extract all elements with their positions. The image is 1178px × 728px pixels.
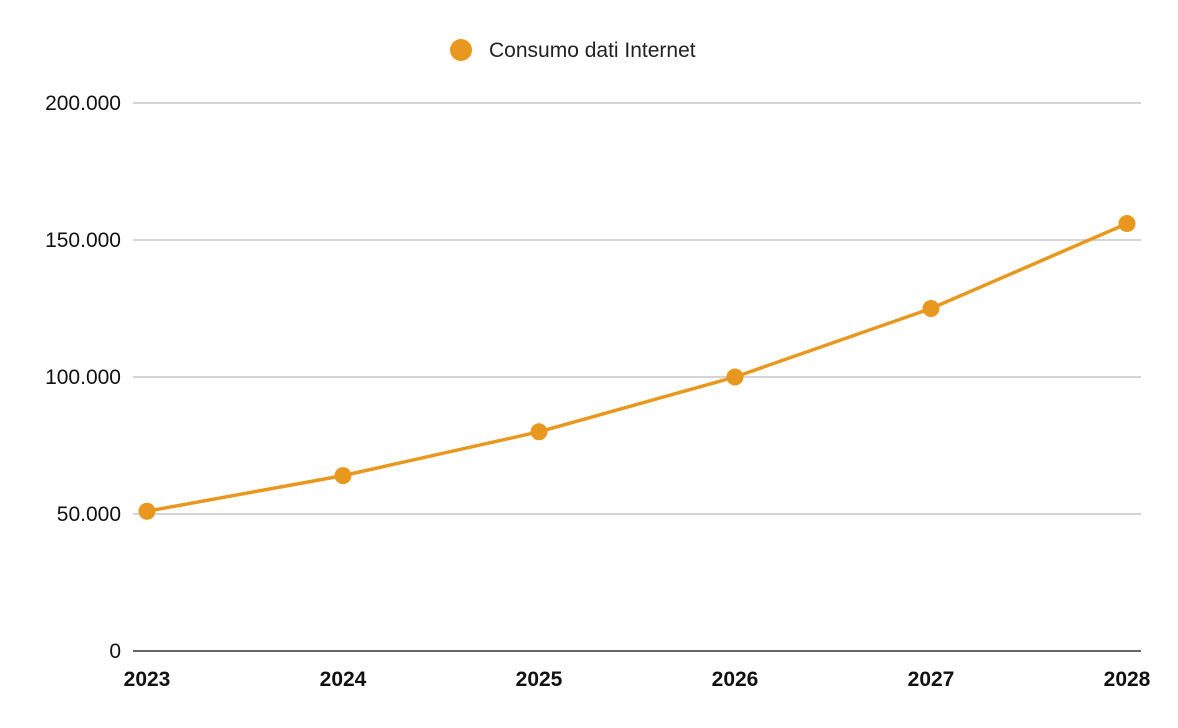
x-tick-label: 2027: [908, 668, 955, 691]
data-point[interactable]: [726, 368, 744, 386]
x-tick-label: 2023: [124, 668, 171, 691]
y-axis-tick-labels: 0 50.000 100.000 150.000 200.000: [45, 92, 121, 663]
legend-label: Consumo dati Internet: [489, 39, 696, 62]
legend[interactable]: Consumo dati Internet: [450, 39, 696, 62]
data-point[interactable]: [1118, 215, 1136, 233]
data-point[interactable]: [334, 467, 352, 485]
y-tick-label: 50.000: [57, 503, 121, 526]
data-point[interactable]: [922, 300, 940, 317]
data-point[interactable]: [138, 502, 156, 520]
series-layer: [138, 215, 1136, 520]
x-tick-label: 2024: [320, 668, 367, 691]
y-tick-label: 0: [109, 640, 121, 663]
legend-marker-icon: [450, 39, 472, 61]
x-axis-tick-labels: 2023 2024 2025 2026 2027 2028: [124, 668, 1151, 691]
series-line: [146, 221, 1128, 513]
y-tick-label: 150.000: [45, 229, 121, 252]
x-tick-label: 2026: [712, 668, 759, 691]
x-tick-label: 2028: [1104, 668, 1151, 691]
gridlines: [133, 102, 1141, 515]
y-tick-label: 100.000: [45, 366, 121, 389]
y-tick-label: 200.000: [45, 92, 121, 115]
x-tick-label: 2025: [516, 668, 563, 691]
data-point[interactable]: [530, 423, 548, 441]
